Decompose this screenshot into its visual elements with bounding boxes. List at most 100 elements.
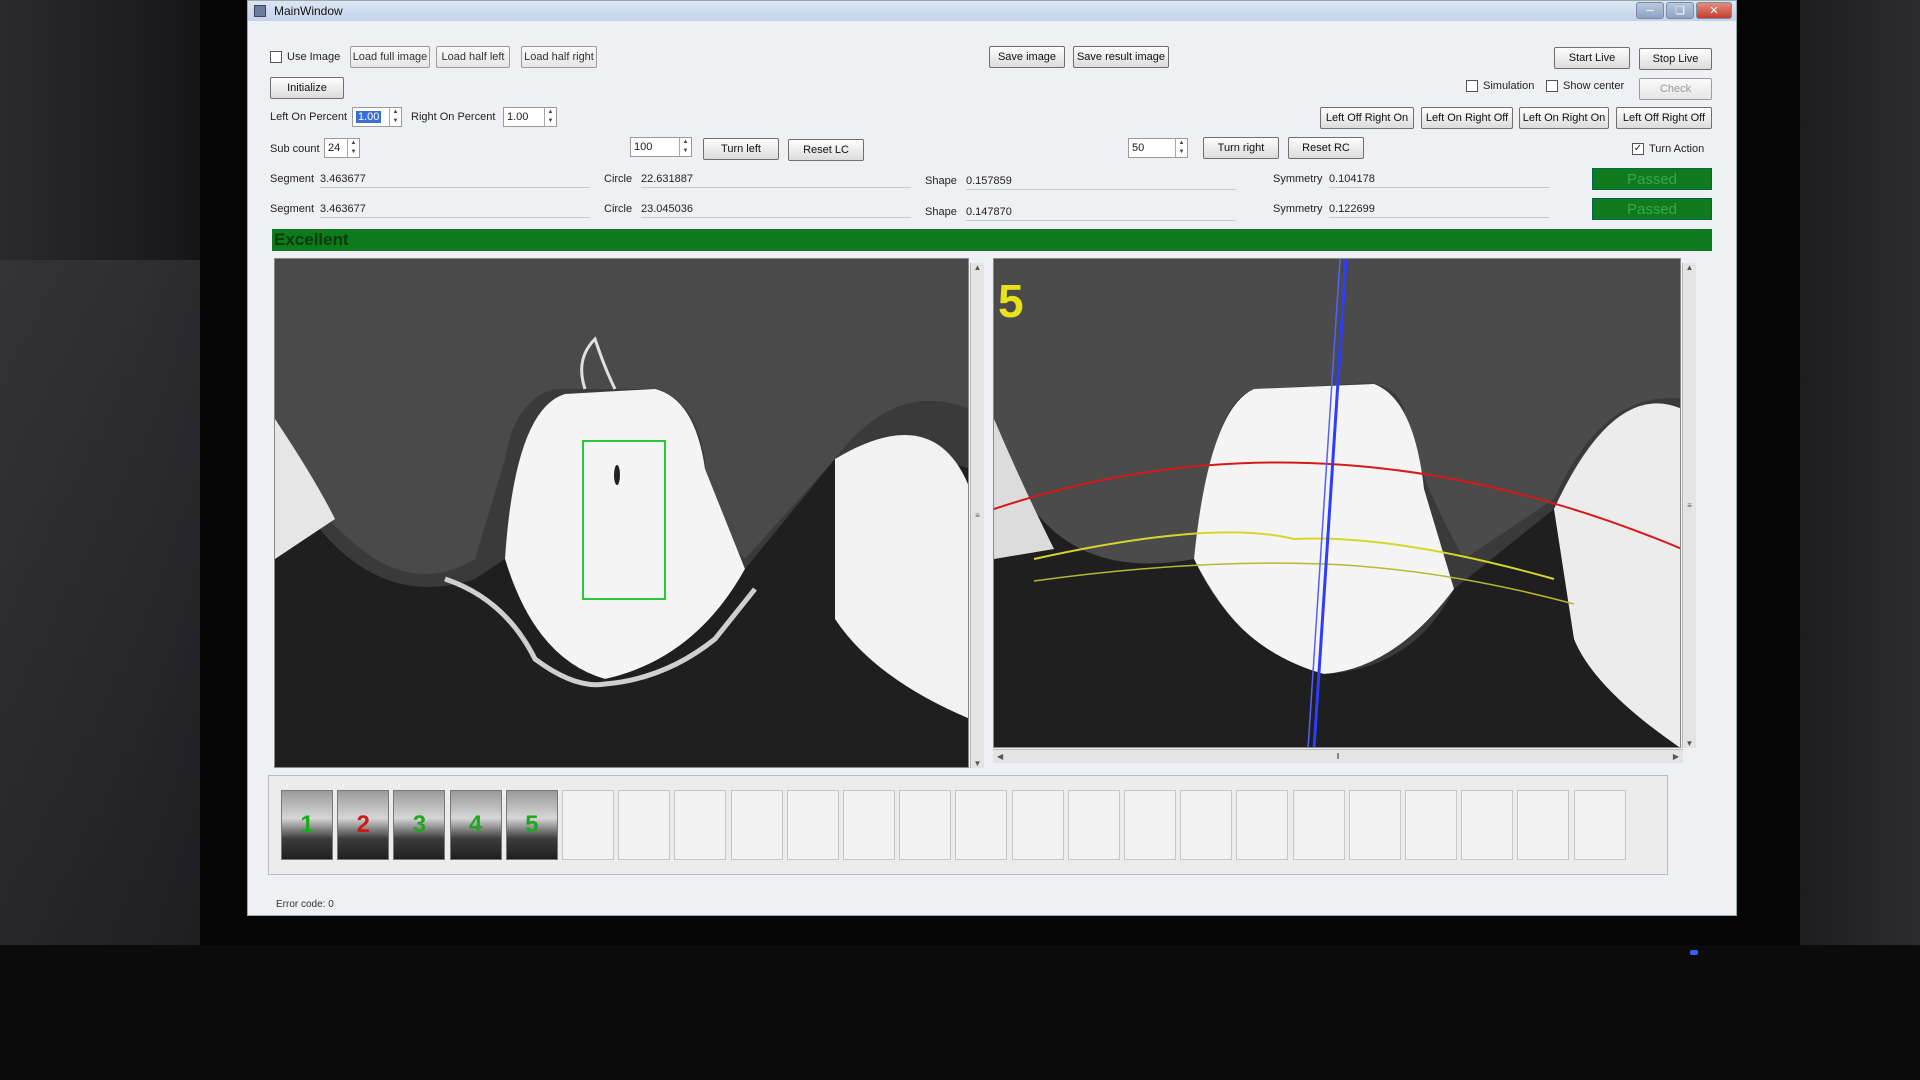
symmetry-value: 0.122699 [1329, 203, 1375, 215]
thumbnail-4[interactable]: 4 [449, 790, 502, 860]
show-center-label: Show center [1563, 80, 1625, 92]
stop-live-button[interactable]: Stop Live [1639, 48, 1712, 70]
spin-arrows-icon[interactable]: ▲ ▼ [347, 139, 359, 157]
save-image-button[interactable]: Save image [989, 46, 1065, 68]
thumbnail-empty-slot[interactable] [899, 790, 952, 860]
thumbnail-empty-slot[interactable] [1573, 790, 1626, 860]
reset-lc-button[interactable]: Reset LC [788, 139, 864, 161]
thumbnail-2[interactable]: 2 [337, 790, 390, 860]
circle-value: 22.631887 [641, 173, 693, 185]
left-on-percent-spinbox[interactable]: 1.00 ▲ ▼ [352, 107, 402, 127]
simulation-checkbox[interactable]: Simulation [1466, 80, 1534, 92]
thumbnail-empty-slot[interactable] [562, 790, 614, 860]
segment-value: 3.463677 [320, 173, 366, 185]
show-center-checkbox[interactable]: Show center [1546, 80, 1624, 92]
thumbnail-empty-slot[interactable] [1405, 790, 1457, 860]
field-underline [1329, 187, 1549, 188]
field-underline [320, 187, 590, 188]
simulation-box[interactable] [1466, 80, 1478, 92]
status-bar: Error code: 0 [276, 899, 334, 910]
sub-count-spinbox[interactable]: 24 ▲ ▼ [324, 138, 360, 158]
thumbnail-3[interactable]: 3 [393, 790, 446, 860]
use-image-box[interactable] [270, 51, 282, 63]
field-underline [966, 189, 1236, 190]
field-underline [320, 217, 590, 218]
turn-action-checkbox[interactable]: ✓ Turn Action [1632, 143, 1704, 155]
lamp-shape [0, 260, 230, 1080]
title-bar: MainWindow ─ ❏ ✕ [248, 1, 1736, 21]
result-image-view[interactable]: 5 [993, 258, 1681, 748]
right-on-percent-spinbox[interactable]: 1.00 ▲ ▼ [503, 107, 557, 127]
segment-label: Segment [270, 173, 315, 185]
turn-action-box[interactable]: ✓ [1632, 143, 1644, 155]
start-live-button[interactable]: Start Live [1554, 47, 1630, 69]
thumbnail-5[interactable]: 5 [505, 790, 558, 860]
close-button[interactable]: ✕ [1696, 2, 1732, 19]
center-line-overlay [1312, 259, 1348, 747]
thumbnail-empty-slot[interactable] [1236, 790, 1289, 860]
right-view-hscrollbar[interactable]: ◀ ‖ ▶ [993, 749, 1683, 763]
thumbnail-1[interactable]: 1 [281, 790, 333, 860]
field-underline [641, 217, 911, 218]
initialize-button[interactable]: Initialize [270, 77, 344, 99]
thumbnail-empty-slot[interactable] [1011, 790, 1064, 860]
left-steps-value: 100 [634, 141, 653, 153]
grade-bar: Excellent [272, 229, 1712, 251]
left-view-scrollbar[interactable]: ▲ ≡ ▼ [970, 263, 984, 768]
thumbnail-empty-slot[interactable] [618, 790, 671, 860]
minimize-button[interactable]: ─ [1636, 2, 1664, 19]
result-gear-image: 5 [994, 259, 1680, 747]
maximize-button[interactable]: ❏ [1666, 2, 1694, 19]
right-view-vscrollbar[interactable]: ▲ ≡ ▼ [1682, 263, 1696, 748]
app-icon [254, 5, 266, 17]
left-steps-spinbox[interactable]: 100 ▲ ▼ [630, 137, 692, 157]
use-image-label: Use Image [287, 51, 341, 63]
spin-arrows-icon[interactable]: ▲ ▼ [679, 138, 691, 156]
thumbnail-empty-slot[interactable] [1517, 790, 1570, 860]
load-half-left-button[interactable]: Load half left [436, 46, 510, 68]
outer-circle-overlay [994, 461, 1680, 550]
roi-rectangle [582, 440, 666, 600]
turn-action-label: Turn Action [1649, 143, 1705, 155]
left-on-right-on-button[interactable]: Left On Right On [1519, 107, 1609, 129]
thumbnail-empty-slot[interactable] [1292, 790, 1345, 860]
check-button[interactable]: Check [1639, 78, 1712, 100]
main-window: MainWindow ─ ❏ ✕ Use Image Load full ima… [247, 0, 1737, 916]
thumbnail-empty-slot[interactable] [955, 790, 1008, 860]
segment-label: Segment [270, 203, 315, 215]
right-steps-spinbox[interactable]: 50 ▲ ▼ [1128, 138, 1188, 158]
sub-count-label: Sub count [270, 143, 320, 155]
spin-arrows-icon[interactable]: ▲ ▼ [544, 108, 556, 126]
thumbnail-empty-slot[interactable] [1348, 790, 1401, 860]
spin-arrows-icon[interactable]: ▲ ▼ [389, 108, 401, 126]
thumbnail-empty-slot[interactable] [1067, 790, 1120, 860]
field-underline [1329, 217, 1549, 218]
reset-rc-button[interactable]: Reset RC [1288, 137, 1364, 159]
thumbnail-empty-slot[interactable] [1461, 790, 1514, 860]
turn-right-button[interactable]: Turn right [1203, 137, 1279, 159]
gear-image [275, 259, 968, 767]
use-image-checkbox[interactable]: Use Image [270, 51, 340, 63]
thumbnail-empty-slot[interactable] [786, 790, 839, 860]
thumbnail-empty-slot[interactable] [1180, 790, 1233, 860]
left-off-right-off-button[interactable]: Left Off Right Off [1616, 107, 1712, 129]
source-image-view[interactable] [274, 258, 969, 768]
thumbnail-empty-slot[interactable] [1124, 790, 1176, 860]
shape-value: 0.157859 [966, 175, 1012, 187]
left-off-right-on-button[interactable]: Left Off Right On [1320, 107, 1414, 129]
save-result-image-button[interactable]: Save result image [1073, 46, 1169, 68]
load-half-right-button[interactable]: Load half right [521, 46, 597, 68]
symmetry-value: 0.104178 [1329, 173, 1375, 185]
show-center-box[interactable] [1546, 80, 1558, 92]
turn-left-button[interactable]: Turn left [703, 138, 779, 160]
load-full-image-button[interactable]: Load full image [350, 46, 430, 68]
left-on-right-off-button[interactable]: Left On Right Off [1421, 107, 1513, 129]
thumbnail-empty-slot[interactable] [843, 790, 895, 860]
root-line-overlay [1033, 562, 1575, 605]
spin-arrows-icon[interactable]: ▲ ▼ [1175, 139, 1187, 157]
thumbnail-empty-slot[interactable] [730, 790, 783, 860]
thumbnail-empty-slot[interactable] [674, 790, 727, 860]
status-badge: Passed [1592, 168, 1712, 190]
shape-value: 0.147870 [966, 206, 1012, 218]
